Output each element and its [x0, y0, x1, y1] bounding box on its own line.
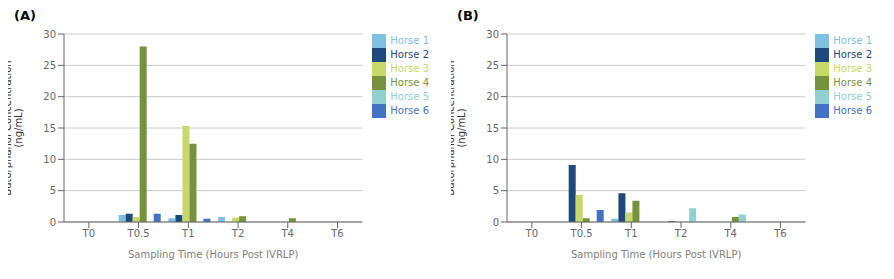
- html-text:Horse 2: Horse 2: [833, 49, 872, 60]
- svg-text:Sampling Time (Hours Post IVRL: Sampling Time (Hours Post IVRLP): [571, 249, 741, 260]
- svg-text:T1: T1: [624, 228, 637, 239]
- svg-text:T4: T4: [724, 228, 737, 239]
- html-text:Horse 4: Horse 4: [833, 77, 872, 88]
- svg-text:5: 5: [50, 185, 56, 196]
- svg-text:T1: T1: [181, 228, 194, 239]
- svg-text:15: 15: [43, 123, 56, 134]
- svg-text:15: 15: [486, 123, 499, 134]
- svg-text:T2: T2: [231, 228, 244, 239]
- svg-text:10: 10: [43, 154, 56, 165]
- svg-text:T0: T0: [82, 228, 95, 239]
- html-text:Horse 6: Horse 6: [833, 105, 872, 116]
- svg-text:20: 20: [43, 91, 56, 102]
- html-text:Horse 5: Horse 5: [390, 91, 429, 102]
- html-text:(B): (B): [457, 8, 479, 23]
- html-text:Horse 1: Horse 1: [833, 35, 872, 46]
- svg-text:T4: T4: [281, 228, 294, 239]
- svg-text:25: 25: [486, 60, 499, 71]
- svg-text:5: 5: [493, 185, 499, 196]
- html-text:(A): (A): [14, 8, 36, 23]
- svg-text:Sampling Time (Hours Post IVRL: Sampling Time (Hours Post IVRLP): [128, 249, 298, 260]
- svg-text:25: 25: [43, 60, 56, 71]
- html-text:Horse 5: Horse 5: [833, 91, 872, 102]
- svg-text:30: 30: [486, 29, 499, 40]
- svg-text:Butorphanol Concentration(ng/m: Butorphanol Concentration(ng/mL): [451, 60, 467, 195]
- html-text:Horse 4: Horse 4: [390, 77, 429, 88]
- html-text:Horse 2: Horse 2: [390, 49, 429, 60]
- svg-text:30: 30: [43, 29, 56, 40]
- svg-text:T0.5: T0.5: [127, 228, 150, 239]
- svg-text:20: 20: [486, 91, 499, 102]
- svg-text:T0.5: T0.5: [570, 228, 593, 239]
- svg-text:10: 10: [486, 154, 499, 165]
- svg-text:T0: T0: [525, 228, 538, 239]
- svg-text:T6: T6: [330, 228, 343, 239]
- html-text:Horse 3: Horse 3: [833, 63, 872, 74]
- svg-text:T2: T2: [674, 228, 687, 239]
- html-text:Horse 3: Horse 3: [390, 63, 429, 74]
- html-text:Horse 1: Horse 1: [390, 35, 429, 46]
- svg-text:0: 0: [50, 217, 56, 228]
- svg-text:0: 0: [493, 217, 499, 228]
- html-text:Horse 6: Horse 6: [390, 105, 429, 116]
- svg-text:T6: T6: [773, 228, 786, 239]
- svg-text:Butorphanol Concentration(ng/m: Butorphanol Concentration(ng/mL): [8, 60, 24, 195]
